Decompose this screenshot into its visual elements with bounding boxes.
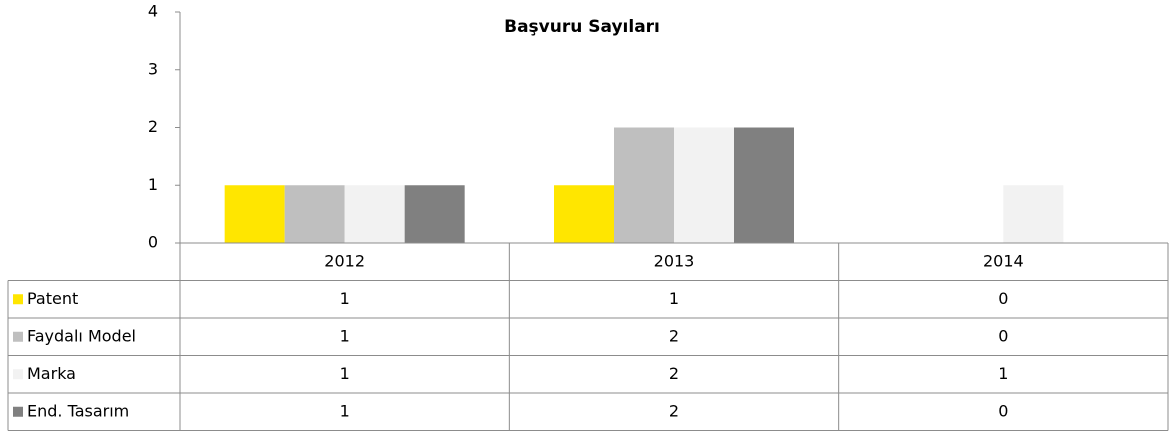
y-tick-label: 3 <box>148 59 158 78</box>
table-value: 1 <box>340 401 350 420</box>
table-value: 1 <box>998 364 1008 383</box>
table-value: 1 <box>340 326 350 345</box>
table-value: 0 <box>998 289 1008 308</box>
legend-label: End. Tasarım <box>27 401 129 420</box>
y-tick-label: 1 <box>148 175 158 194</box>
bar <box>404 185 465 243</box>
x-tick-label: 2013 <box>654 251 695 270</box>
legend-label: Patent <box>27 289 78 308</box>
table-value: 2 <box>669 326 679 345</box>
bar <box>614 127 674 243</box>
legend-swatch <box>13 369 23 380</box>
bar <box>1003 185 1064 243</box>
legend-swatch <box>13 294 23 305</box>
table-value: 0 <box>998 326 1008 345</box>
table-value: 1 <box>340 364 350 383</box>
table-value: 1 <box>340 289 350 308</box>
x-tick-label: 2012 <box>324 251 365 270</box>
table-value: 2 <box>669 401 679 420</box>
y-tick-label: 4 <box>148 2 158 21</box>
bar <box>734 127 794 243</box>
legend-label: Marka <box>27 364 76 383</box>
table-value: 1 <box>669 289 679 308</box>
bar <box>554 185 614 243</box>
y-tick-label: 2 <box>148 117 158 136</box>
x-tick-label: 2014 <box>983 251 1024 270</box>
legend-label: Faydalı Model <box>27 326 136 345</box>
bar <box>674 127 734 243</box>
table-value: 0 <box>998 401 1008 420</box>
legend-swatch <box>13 331 23 342</box>
legend-swatch <box>13 406 23 417</box>
table-value: 2 <box>669 364 679 383</box>
y-tick-label: 0 <box>148 233 158 252</box>
chart-title: Başvuru Sayıları <box>504 17 660 37</box>
bar <box>224 185 285 243</box>
bar <box>284 185 345 243</box>
bar <box>344 185 405 243</box>
